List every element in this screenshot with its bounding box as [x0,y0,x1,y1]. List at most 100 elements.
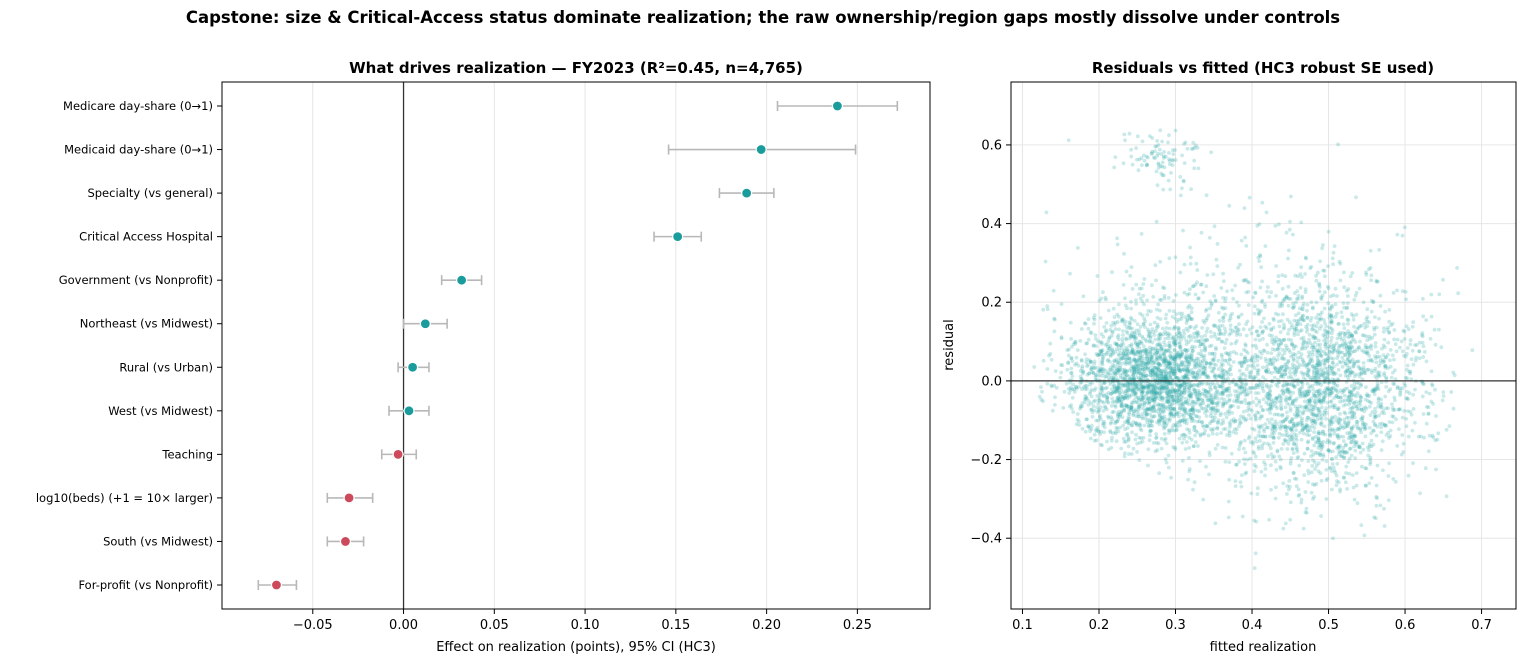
residual-point [1176,366,1181,371]
residual-point [1078,404,1083,408]
residual-point [1147,438,1152,443]
residual-point [1349,390,1354,395]
residual-point [1153,337,1158,342]
residual-point [1134,368,1139,372]
residual-point [1131,400,1136,405]
residual-point [1229,364,1233,369]
residual-point [1223,401,1228,406]
residual-point [1124,325,1129,329]
residual-point [1405,409,1410,413]
coef-point [270,579,283,591]
residual-point [1204,381,1209,386]
residual-point [1166,465,1171,470]
residual-point [1208,393,1213,398]
residual-point [1167,413,1172,417]
residual-point [1150,419,1154,424]
residual-point [1221,421,1226,425]
residual-point [1167,392,1172,397]
residual-point [1437,292,1442,297]
residual-point [1152,361,1157,366]
residual-point [1173,338,1177,343]
residual-point [1146,463,1150,468]
residual-point [1130,349,1135,354]
residual-point [1206,433,1211,438]
residual-point [1200,372,1205,376]
residual-point [1213,391,1218,395]
residual-point [1116,337,1121,342]
residual-point [1323,344,1328,349]
residual-point [1237,375,1242,380]
residual-point [1041,399,1045,404]
residual-point [1204,464,1208,469]
residual-point [1083,384,1088,388]
residual-point [1237,303,1241,308]
residual-point [1179,317,1184,321]
residual-point [1307,332,1312,337]
residual-point [1276,279,1280,284]
residual-point [1094,438,1099,443]
residual-point [1156,365,1161,370]
residual-point [1387,319,1392,324]
residual-point [1195,372,1200,377]
residual-point [1173,422,1178,427]
residual-point [1196,368,1201,373]
residual-point [1117,397,1122,402]
residual-point [1182,332,1187,336]
residual-point [1168,402,1172,407]
residual-point [1436,431,1441,436]
residual-point [1111,390,1116,394]
residual-point [1279,319,1284,323]
residual-point [1259,351,1264,356]
residual-point [1129,350,1134,355]
residual-point [1118,397,1123,402]
residual-point [1272,375,1277,380]
residual-point [1146,384,1151,389]
residual-point [1130,400,1134,405]
residual-x-tick-label: 0.3 [1165,618,1186,633]
residual-point [1204,284,1209,289]
residual-point [1134,282,1139,287]
residual-point [1229,418,1234,423]
residual-point [1148,429,1152,434]
residual-point [1125,352,1130,357]
residual-point [1091,343,1096,348]
residual-point [1148,347,1153,352]
residual-point [1122,356,1126,360]
residual-x-tick-label: 0.4 [1242,618,1263,633]
residual-point [1193,433,1197,438]
residual-point [1291,438,1295,443]
residual-point [1349,384,1354,388]
residual-point [1175,390,1179,394]
residual-point [1331,361,1335,365]
residual-point [1143,409,1147,413]
residual-point [1269,351,1274,355]
residual-point [1288,396,1292,400]
residual-point [1229,451,1234,456]
residual-point [1363,434,1368,439]
residual-point [1329,326,1334,331]
residual-point [1149,359,1154,364]
residual-point [1097,396,1102,400]
residual-point [1129,423,1134,428]
residual-point [1361,365,1366,370]
residual-point [1124,373,1129,378]
residual-point [1143,373,1148,378]
residual-point [1342,285,1347,290]
residual-point [1277,366,1281,371]
residual-point [1153,408,1157,413]
residual-point [1085,364,1089,369]
residual-point [1357,445,1362,450]
residual-point [1157,355,1162,360]
residual-point [1108,328,1113,332]
residual-point [1097,409,1101,413]
residual-point [1261,381,1265,386]
residual-point [1332,348,1337,353]
residual-point [1189,187,1193,192]
residual-point [1193,292,1198,297]
residual-point [1171,340,1176,344]
residual-point [1090,423,1094,428]
residual-point [1286,256,1290,261]
residual-point [1113,341,1117,345]
residual-point [1102,394,1106,399]
residual-point [1068,320,1073,325]
